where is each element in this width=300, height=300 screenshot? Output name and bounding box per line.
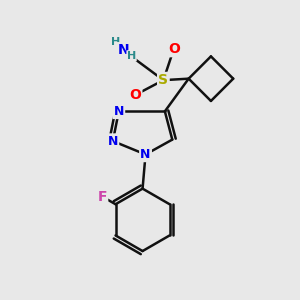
Text: H: H [111,37,120,47]
Text: F: F [98,190,107,203]
Text: N: N [117,44,129,57]
Text: O: O [129,88,141,102]
Text: N: N [108,135,118,148]
Text: N: N [114,105,124,118]
Text: S: S [158,73,168,87]
Text: H: H [127,51,136,61]
Text: N: N [140,148,151,161]
Text: O: O [168,42,180,56]
